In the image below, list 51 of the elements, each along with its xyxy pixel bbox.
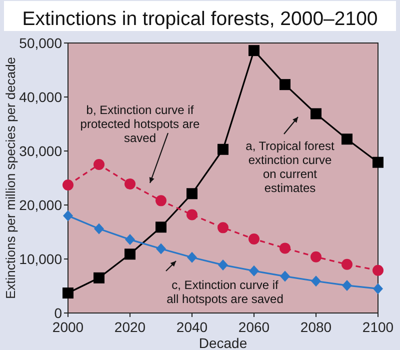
point	[342, 134, 352, 145]
y-tick-label: 40,000	[19, 89, 62, 105]
x-tick-label: 2060	[238, 319, 270, 335]
point	[156, 195, 166, 206]
y-tick-label: 10,000	[19, 251, 62, 267]
point	[248, 45, 260, 56]
point	[310, 108, 322, 120]
point	[218, 259, 228, 270]
point	[94, 223, 104, 234]
y-tick-label: 30,000	[19, 143, 62, 159]
point	[249, 265, 259, 276]
point	[218, 222, 228, 234]
y-tick-label: 20,000	[19, 197, 62, 213]
point	[63, 210, 73, 222]
point	[124, 178, 136, 190]
point	[156, 243, 166, 254]
point	[186, 209, 198, 220]
point	[280, 242, 290, 254]
point	[342, 258, 352, 270]
series-label: a, Tropical forest extinction curve on current estimates	[246, 139, 336, 195]
point	[125, 234, 135, 246]
series-label: c, Extinction curve if all hotspots are saved	[166, 278, 284, 306]
point	[372, 264, 384, 276]
point	[62, 180, 74, 191]
point	[280, 270, 290, 282]
series-label: b, Extinction curve if protected hotspots are saved	[80, 103, 200, 145]
point	[280, 79, 290, 90]
point	[62, 288, 74, 299]
y-axis-title: Extinctions per million species per decade	[3, 56, 18, 300]
point	[373, 283, 383, 294]
point	[94, 159, 104, 170]
point	[342, 280, 352, 291]
point	[124, 248, 136, 260]
x-tick-label: 2040	[176, 319, 208, 335]
point	[310, 251, 322, 262]
x-tick-label: 2080	[300, 319, 332, 335]
point	[372, 156, 384, 168]
y-tick-label: 50,000	[19, 35, 62, 51]
point	[187, 252, 197, 263]
point	[94, 272, 104, 284]
x-tick-label: 2000	[52, 319, 84, 335]
x-tick-label: 2020	[114, 319, 146, 335]
point	[156, 222, 166, 233]
point	[218, 144, 228, 155]
point	[311, 276, 321, 287]
chart-title: Extinctions in tropical forests, 2000–2100	[22, 8, 378, 30]
x-tick-label: 2100	[362, 319, 394, 335]
point	[186, 188, 198, 200]
y-tick-label: 0	[54, 305, 62, 321]
point	[248, 234, 260, 245]
x-axis-title: Decade	[198, 335, 248, 350]
